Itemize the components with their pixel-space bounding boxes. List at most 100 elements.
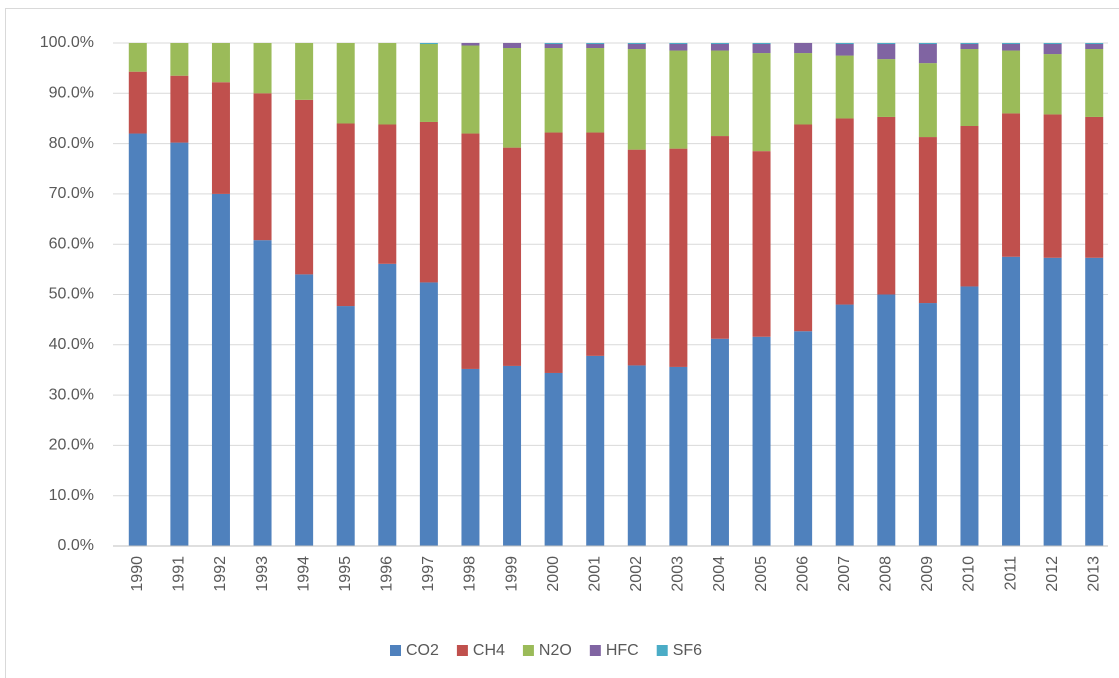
x-tick-label: 2012 bbox=[1044, 556, 1061, 592]
bar-segment bbox=[419, 121, 438, 283]
bar-segment bbox=[710, 43, 729, 45]
bar-segment bbox=[295, 43, 314, 100]
bar-segment bbox=[627, 365, 646, 546]
bar-segment bbox=[378, 124, 397, 264]
bar-segment bbox=[835, 118, 854, 305]
y-tick-label: 50.0% bbox=[49, 286, 94, 303]
bar-segment bbox=[586, 355, 605, 546]
chart-frame bbox=[5, 8, 1119, 678]
bar-segment bbox=[877, 294, 896, 546]
bar-segment bbox=[253, 240, 272, 546]
bar-segment bbox=[877, 43, 896, 45]
bar-segment bbox=[1085, 116, 1104, 258]
bar-segment bbox=[211, 193, 230, 546]
bar-segment bbox=[669, 43, 688, 45]
bar-segment bbox=[960, 43, 979, 45]
bar-segment bbox=[170, 75, 189, 143]
bar-segment bbox=[586, 48, 605, 133]
legend-swatch bbox=[456, 645, 468, 656]
bar-segment bbox=[419, 44, 438, 122]
x-tick-label: 1995 bbox=[337, 556, 354, 592]
x-tick-label: 1993 bbox=[254, 556, 271, 592]
x-tick-label: 2011 bbox=[1002, 556, 1019, 591]
bar-segment bbox=[752, 151, 771, 337]
x-tick-label: 1992 bbox=[212, 556, 229, 592]
bar-segment bbox=[877, 116, 896, 295]
bar-segment bbox=[128, 71, 147, 134]
y-tick-label: 10.0% bbox=[49, 487, 94, 504]
bar-segment bbox=[918, 63, 937, 138]
bar-segment bbox=[794, 124, 813, 332]
y-tick-label: 40.0% bbox=[49, 336, 94, 353]
bar-segment bbox=[835, 44, 854, 56]
bar-segment bbox=[503, 147, 522, 366]
bar-segment bbox=[1043, 43, 1062, 45]
x-tick-label: 2002 bbox=[628, 556, 645, 592]
bar-segment bbox=[627, 149, 646, 366]
y-tick-label: 20.0% bbox=[49, 437, 94, 454]
bar-segment bbox=[461, 45, 480, 134]
x-tick-label: 1997 bbox=[420, 556, 437, 592]
bar-segment bbox=[1085, 257, 1104, 546]
bar-segment bbox=[627, 49, 646, 150]
bar-segment bbox=[627, 43, 646, 45]
bar-segment bbox=[627, 44, 646, 50]
y-tick-label: 80.0% bbox=[49, 135, 94, 152]
bar-segment bbox=[503, 43, 522, 49]
bar-segment bbox=[710, 338, 729, 546]
bar-segment bbox=[794, 53, 813, 125]
bar-segment bbox=[544, 44, 563, 49]
x-tick-label: 2005 bbox=[753, 556, 770, 592]
bar-segment bbox=[794, 331, 813, 546]
bar-segment bbox=[1043, 114, 1062, 258]
legend-swatch bbox=[656, 645, 668, 656]
bar-segment bbox=[1002, 44, 1021, 51]
bar-segment bbox=[586, 44, 605, 49]
x-tick-label: 1999 bbox=[503, 556, 520, 592]
bar-segment bbox=[211, 82, 230, 194]
x-tick-label: 1994 bbox=[295, 556, 312, 592]
bar-segment bbox=[752, 43, 771, 45]
bar-segment bbox=[960, 125, 979, 287]
bar-segment bbox=[918, 137, 937, 304]
bar-segment bbox=[336, 43, 355, 124]
bar-segment bbox=[461, 133, 480, 369]
bar-segment bbox=[835, 43, 854, 45]
bar-segment bbox=[378, 263, 397, 546]
legend-swatch bbox=[390, 645, 401, 656]
bar-segment bbox=[503, 365, 522, 546]
y-tick-label: 0.0% bbox=[58, 537, 94, 554]
x-tick-label: 2013 bbox=[1085, 556, 1102, 592]
bar-segment bbox=[544, 132, 563, 373]
bar-segment bbox=[128, 133, 147, 547]
bar-segment bbox=[710, 44, 729, 51]
x-tick-label: 2006 bbox=[794, 556, 811, 592]
bar-segment bbox=[295, 274, 314, 546]
y-tick-label: 90.0% bbox=[49, 85, 94, 102]
bar-segment bbox=[336, 306, 355, 546]
bar-segment bbox=[960, 44, 979, 50]
bar-segment bbox=[461, 368, 480, 546]
bar-segment bbox=[253, 93, 272, 241]
bar-segment bbox=[669, 50, 688, 149]
legend-swatch bbox=[522, 645, 534, 656]
x-tick-label: 2007 bbox=[836, 556, 853, 592]
x-tick-label: 2001 bbox=[586, 556, 603, 592]
legend-label: N2O bbox=[539, 642, 572, 659]
bar-segment bbox=[1085, 44, 1104, 50]
bar-segment bbox=[419, 282, 438, 546]
bar-segment bbox=[752, 336, 771, 546]
x-tick-label: 1991 bbox=[171, 556, 188, 592]
bar-segment bbox=[1043, 54, 1062, 115]
bar-segment bbox=[503, 48, 522, 148]
legend-label: HFC bbox=[606, 642, 639, 659]
legend-swatch bbox=[589, 645, 601, 656]
bar-segment bbox=[710, 50, 729, 137]
y-tick-label: 70.0% bbox=[49, 185, 94, 202]
x-tick-label: 2008 bbox=[878, 556, 895, 592]
legend-label: CO2 bbox=[406, 642, 439, 659]
bar-segment bbox=[544, 372, 563, 546]
bar-segment bbox=[253, 43, 272, 94]
bar-segment bbox=[586, 43, 605, 45]
